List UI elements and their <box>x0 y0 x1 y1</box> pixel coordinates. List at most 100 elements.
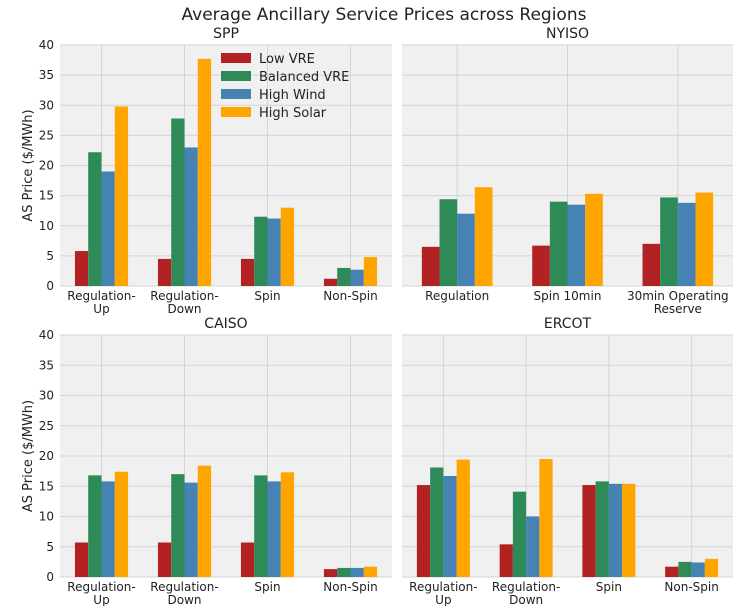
bar <box>157 258 172 286</box>
bar <box>323 569 338 577</box>
bar <box>499 544 513 577</box>
x-tick-label: Regulation-Up <box>409 580 477 606</box>
bar <box>416 485 431 577</box>
x-tick-label: Spin <box>254 289 280 303</box>
y-axis-label: AS Price ($/MWh) <box>21 109 36 221</box>
legend-swatch <box>221 107 251 117</box>
bar <box>88 475 102 577</box>
bar <box>267 218 281 286</box>
legend-swatch <box>221 53 251 63</box>
y-tick-label: 40 <box>39 328 54 342</box>
x-tick-label: Non-Spin <box>323 580 377 594</box>
bar <box>350 567 364 577</box>
x-tick-label: Spin 10min <box>534 289 602 303</box>
bar <box>622 483 636 577</box>
x-tick-label: Non-Spin <box>664 580 718 594</box>
bar <box>549 201 568 286</box>
legend-swatch <box>221 89 251 99</box>
bar <box>642 243 661 286</box>
bar <box>197 465 212 577</box>
y-tick-label: 30 <box>39 389 54 403</box>
bar <box>526 516 540 577</box>
bar <box>457 213 475 286</box>
y-tick-label: 30 <box>39 98 54 112</box>
bar <box>74 542 89 577</box>
bar <box>474 187 493 286</box>
y-tick-label: 10 <box>39 219 54 233</box>
bar <box>197 58 212 286</box>
bar <box>704 558 719 577</box>
x-tick-label: Regulation <box>425 289 489 303</box>
bar <box>532 245 550 286</box>
x-tick-label: Spin <box>254 580 280 594</box>
bar <box>585 193 603 286</box>
x-tick-label: Regulation-Down <box>492 580 560 606</box>
bar <box>350 269 364 286</box>
bar <box>582 485 596 577</box>
bar <box>280 207 295 286</box>
bar <box>539 459 553 577</box>
bar <box>323 278 338 286</box>
y-tick-label: 20 <box>39 449 54 463</box>
y-tick-label: 0 <box>46 279 54 293</box>
bar <box>114 471 129 577</box>
bar <box>677 202 696 286</box>
y-tick-label: 25 <box>39 128 54 142</box>
y-tick-label: 5 <box>46 249 54 263</box>
y-axis-label: AS Price ($/MWh) <box>21 400 36 512</box>
y-tick-label: 5 <box>46 540 54 554</box>
bar <box>254 216 268 286</box>
x-tick-label: 30min Operating Reserve <box>627 289 729 316</box>
y-tick-label: 25 <box>39 419 54 433</box>
subplot-title: ERCOT <box>544 316 592 332</box>
figure-title: Average Ancillary Service Prices across … <box>182 5 587 25</box>
bar <box>608 483 623 577</box>
bar <box>171 474 185 577</box>
x-tick-label: Non-Spin <box>323 289 377 303</box>
bar <box>101 481 115 577</box>
subplot-title: CAISO <box>204 316 247 332</box>
bar <box>595 481 609 577</box>
bar <box>456 459 470 577</box>
legend-label: High Wind <box>259 88 326 103</box>
legend-label: Low VRE <box>259 52 315 67</box>
bar <box>240 258 255 286</box>
y-tick-label: 10 <box>39 510 54 524</box>
bar <box>171 118 185 286</box>
bar <box>567 204 586 286</box>
bar <box>660 197 678 286</box>
subplot-title: SPP <box>213 26 239 42</box>
x-tick-label: Regulation-Up <box>67 580 135 606</box>
subplot-title: NYISO <box>546 26 589 42</box>
x-tick-label: Spin <box>596 580 622 594</box>
y-tick-label: 35 <box>39 68 54 82</box>
bar <box>421 246 440 286</box>
x-tick-label: Regulation-Down <box>150 289 218 316</box>
bar <box>691 562 705 577</box>
bar <box>678 561 692 577</box>
x-tick-label: Regulation-Up <box>67 289 135 316</box>
bar <box>114 106 129 286</box>
x-tick-label: Regulation-Down <box>150 580 218 606</box>
bar <box>157 542 172 577</box>
bar <box>74 251 89 286</box>
legend-label: Balanced VRE <box>259 70 349 85</box>
bar <box>280 472 295 577</box>
bar <box>267 481 281 577</box>
bar <box>254 475 268 577</box>
y-tick-label: 0 <box>46 570 54 584</box>
bar <box>88 152 102 286</box>
bar <box>695 192 714 286</box>
legend-label: High Solar <box>259 106 327 121</box>
bar <box>337 567 351 577</box>
bar <box>443 475 457 577</box>
bar <box>430 467 444 577</box>
bar <box>665 566 679 577</box>
bar <box>363 257 378 286</box>
bar <box>439 199 458 286</box>
y-tick-label: 15 <box>39 189 54 203</box>
bar <box>363 566 378 577</box>
y-tick-label: 35 <box>39 358 54 372</box>
